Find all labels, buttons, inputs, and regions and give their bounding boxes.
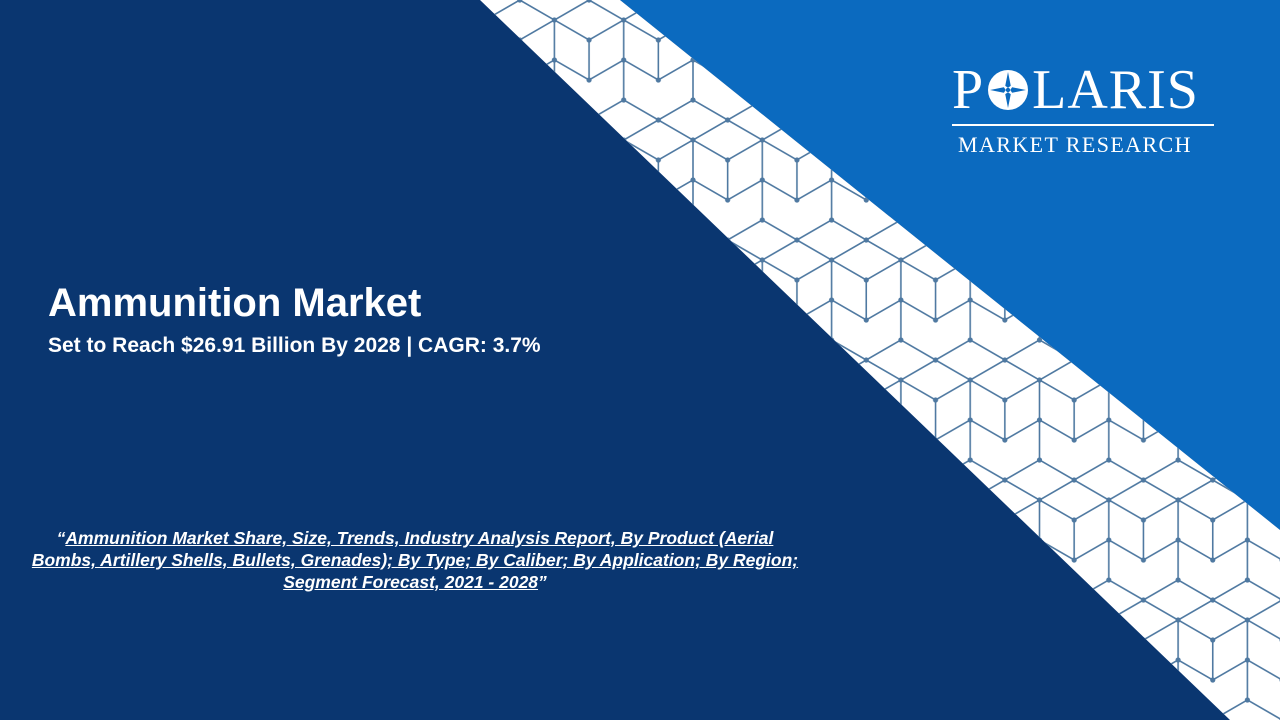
report-open-quote: “ (56, 528, 66, 548)
report-title-block: “Ammunition Market Share, Size, Trends, … (30, 527, 800, 593)
page-subtitle: Set to Reach $26.91 Billion By 2028 | CA… (48, 334, 541, 357)
logo-wordmark: P LARIS (952, 60, 1222, 120)
page-title: Ammunition Market (48, 281, 422, 325)
report-close-quote: ” (538, 572, 547, 592)
logo-tagline: MARKET RESEARCH (958, 132, 1192, 157)
logo-brand-post: LARIS (1032, 59, 1199, 121)
logo-brand-pre: P (952, 59, 985, 121)
compass-star-icon (988, 70, 1029, 110)
polaris-logo: P LARIS MARKET RESEARCH (952, 60, 1222, 158)
logo-divider (952, 124, 1214, 126)
report-title-link[interactable]: Ammunition Market Share, Size, Trends, I… (31, 528, 799, 592)
diagonal-band-pattern (480, 0, 1280, 720)
